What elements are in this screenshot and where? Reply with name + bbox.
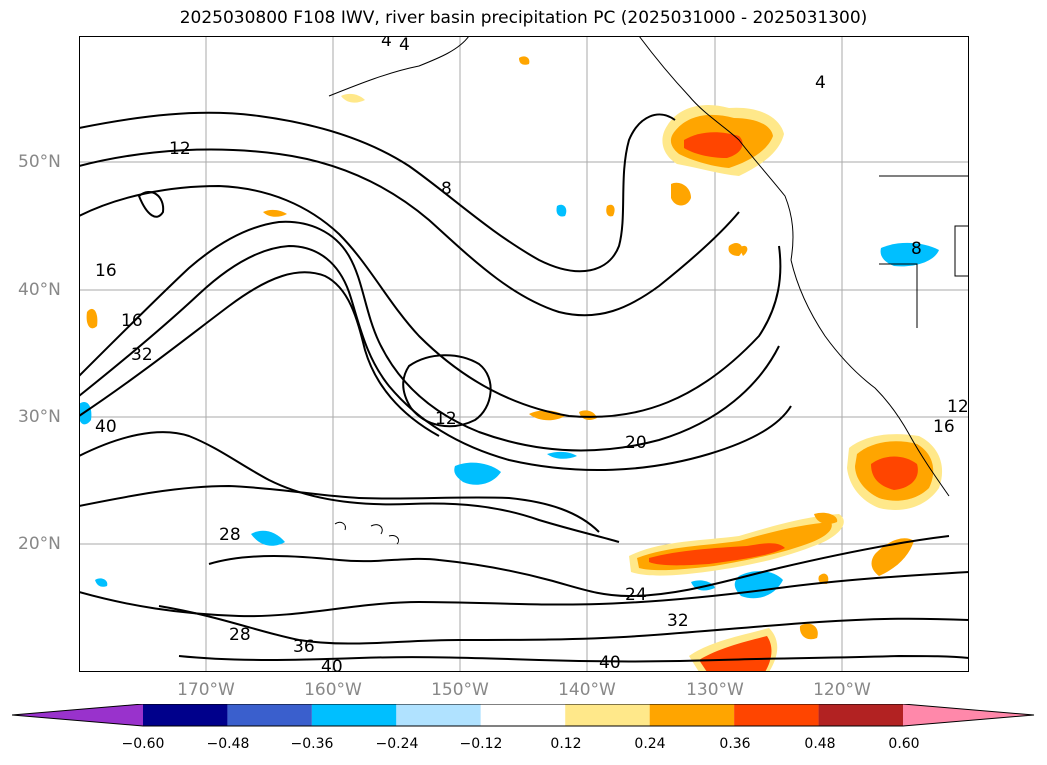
lat-label: 30°N: [18, 407, 61, 427]
colorbar-segment: [565, 704, 650, 726]
contour-label: 32: [131, 345, 153, 365]
contour-label: 36: [293, 637, 315, 657]
colorbar-tick: −0.24: [375, 736, 419, 752]
colorbar-outline: [12, 704, 1035, 727]
colorbar-tick: 0.36: [719, 736, 751, 752]
colorbar-segment: [818, 704, 903, 726]
iwv-contours: [79, 111, 969, 663]
contour-label: 8: [911, 239, 922, 259]
colorbar: [12, 704, 1035, 727]
colorbar-segment: [734, 704, 819, 726]
colorbar-segment: [311, 704, 397, 726]
contour-label: 16: [95, 261, 117, 281]
contour-label: 4: [399, 36, 410, 55]
graticule: [79, 36, 969, 672]
colorbar-segment: [12, 704, 143, 726]
lat-label: 50°N: [18, 152, 61, 172]
colorbar-segment: [903, 704, 1034, 726]
contour-label: 16: [121, 311, 143, 331]
contour-label: 8: [441, 179, 452, 199]
contour-label: 20: [625, 433, 647, 453]
map-canvas: 4 4 12 8 16 16 32 40 12 20 28 24 32 28 3…: [79, 36, 969, 672]
lon-label: 170°W: [177, 680, 235, 700]
contour-label: 12: [169, 139, 191, 159]
contour-label: 40: [95, 417, 117, 437]
contour-label: 28: [229, 625, 251, 645]
contour-label: 12: [947, 397, 969, 417]
lat-label: 20°N: [18, 534, 61, 554]
colorbar-tick: −0.36: [290, 736, 334, 752]
contour-label: 12: [435, 409, 457, 429]
contour-label: 40: [599, 653, 621, 672]
coastlines: [328, 36, 969, 545]
colorbar-tick: −0.48: [206, 736, 250, 752]
contour-label: 16: [933, 417, 955, 437]
lon-label: 130°W: [686, 680, 744, 700]
map-frame: [79, 36, 969, 672]
colorbar-segment: [649, 704, 735, 726]
contour-label: 40: [321, 657, 343, 672]
colorbar-tick: 0.24: [634, 736, 666, 752]
lat-label: 40°N: [18, 280, 61, 300]
colorbar-segment: [396, 704, 481, 726]
map-title: 2025030800 F108 IWV, river basin precipi…: [179, 8, 868, 28]
lon-label: 120°W: [813, 680, 871, 700]
contour-label: 24: [625, 585, 647, 605]
contour-label: 32: [667, 611, 689, 631]
lon-label: 140°W: [558, 680, 616, 700]
colorbar-segment: [480, 704, 566, 726]
map-panel: 4 4 12 8 16 16 32 40 12 20 28 24 32 28 3…: [79, 36, 969, 672]
lon-label: 160°W: [304, 680, 362, 700]
colorbar-segment: [227, 704, 312, 726]
contour-label: 4: [381, 36, 392, 51]
colorbar-tick: −0.12: [459, 736, 503, 752]
contour-label: 28: [219, 525, 241, 545]
colorbar-segment: [143, 704, 228, 726]
colorbar-tick: 0.48: [804, 736, 836, 752]
contour-label: 4: [815, 73, 826, 93]
colorbar-tick: 0.12: [550, 736, 582, 752]
colorbar-tick: 0.60: [888, 736, 920, 752]
lon-label: 150°W: [431, 680, 489, 700]
positive-anomaly-patches: [86, 56, 943, 672]
colorbar-tick: −0.60: [121, 736, 165, 752]
